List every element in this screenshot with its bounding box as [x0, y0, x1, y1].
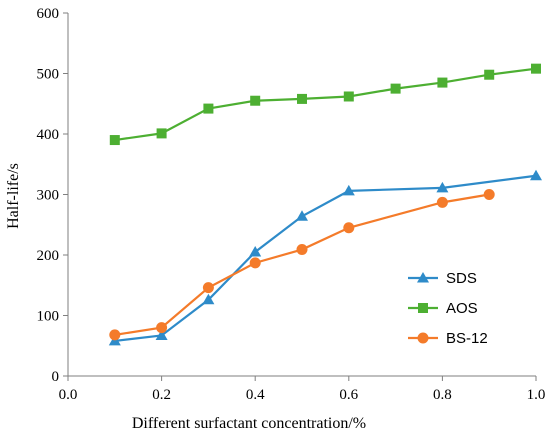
- legend-label: BS-12: [446, 330, 488, 347]
- data-point-sds: [249, 245, 262, 257]
- data-point-bs-12: [156, 322, 168, 334]
- y-tick-label: 400: [37, 127, 60, 143]
- data-point-aos: [484, 69, 495, 80]
- data-point-aos: [297, 93, 307, 104]
- legend-item-aos: AOS: [408, 300, 478, 317]
- legend-label: SDS: [446, 270, 477, 287]
- y-tick-label: 300: [37, 188, 60, 204]
- legend-label: AOS: [446, 300, 478, 317]
- data-point-bs-12: [202, 282, 214, 294]
- y-tick-label: 100: [37, 309, 60, 325]
- data-point-sds: [530, 169, 542, 181]
- x-tick-label: 0.8: [433, 387, 452, 403]
- data-point-sds: [155, 329, 168, 340]
- x-tick-label: 0.2: [152, 387, 171, 403]
- data-point-sds: [342, 184, 355, 196]
- x-tick-label: 0.4: [246, 387, 265, 403]
- series-line-aos: [114, 67, 537, 142]
- data-point-aos: [109, 135, 120, 146]
- series-line-bs-12: [114, 193, 490, 336]
- data-point-bs-12: [343, 222, 355, 234]
- series-line-sds: [114, 174, 537, 343]
- data-point-aos: [390, 83, 401, 94]
- legend-marker-sds: [417, 272, 429, 283]
- data-point-sds: [202, 293, 215, 305]
- data-point-aos: [531, 63, 541, 74]
- axes: [63, 12, 537, 381]
- series-bs-12: [109, 189, 495, 341]
- data-point-bs-12: [483, 189, 495, 200]
- y-tick-label: 600: [37, 6, 60, 22]
- data-point-aos: [437, 77, 448, 88]
- data-point-aos: [250, 95, 261, 106]
- tick-labels: 0.0 0.2 0.4 0.6 0.8 1.0 0 100 200 300 400 500 600: [37, 6, 546, 403]
- y-tick-label: 200: [37, 248, 60, 264]
- data-point-sds: [296, 210, 308, 221]
- x-axis-title: Different surfactant concentration/%: [132, 415, 366, 432]
- data-point-bs-12: [296, 244, 308, 256]
- x-tick-label: 1.0: [527, 387, 546, 403]
- series-aos: [109, 63, 541, 146]
- data-point-aos: [343, 91, 354, 102]
- x-tick-label: 0.0: [59, 387, 78, 403]
- data-point-bs-12: [436, 196, 448, 208]
- x-tick-label: 0.6: [339, 387, 358, 403]
- legend-marker-aos: [418, 303, 428, 313]
- data-series: [108, 63, 542, 346]
- legend-marker-bs-12: [417, 332, 429, 344]
- y-axis-title: Half-life/s: [5, 163, 22, 229]
- data-point-aos: [156, 128, 167, 139]
- legend: SDS AOS BS-12: [408, 270, 488, 347]
- legend-item-sds: SDS: [408, 270, 477, 287]
- data-point-sds: [436, 181, 449, 193]
- data-point-bs-12: [109, 329, 121, 341]
- data-point-aos: [203, 103, 214, 114]
- y-tick-label: 500: [37, 67, 60, 83]
- y-tick-label: 0: [52, 369, 60, 385]
- legend-item-bs-12: BS-12: [408, 330, 488, 347]
- data-point-bs-12: [249, 257, 261, 269]
